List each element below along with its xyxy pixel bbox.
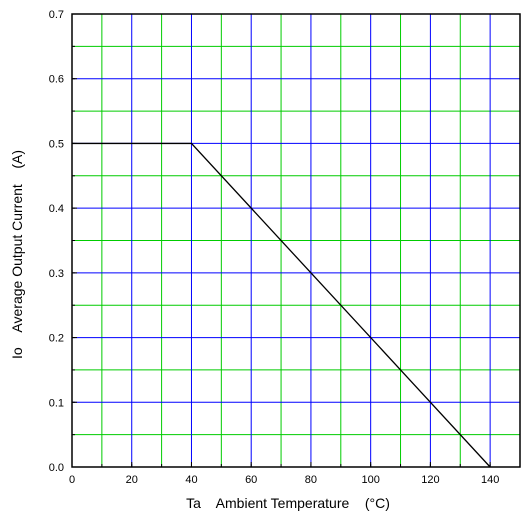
y-tick-label: 0.7 — [49, 9, 64, 21]
x-tick-label: 40 — [185, 474, 197, 486]
x-tick-label: 120 — [421, 474, 439, 486]
y-tick-label: 0.2 — [49, 333, 64, 345]
y-tick-label: 0.1 — [49, 397, 64, 409]
y-tick-label: 0.5 — [49, 138, 64, 150]
x-tick-label: 80 — [305, 474, 317, 486]
y-axis-ticks: 0.0 0.1 0.2 0.3 0.4 0.5 0.6 0.7 — [49, 9, 77, 474]
grid — [72, 14, 520, 467]
y-axis-label: Io Average Output Current (A) — [9, 150, 25, 359]
x-tick-label: 140 — [481, 474, 499, 486]
x-tick-label: 60 — [245, 474, 257, 486]
y-tick-label: 0.3 — [49, 268, 64, 280]
series-layer — [72, 142, 491, 468]
x-tick-label: 0 — [69, 474, 75, 486]
y-tick-label: 0.0 — [49, 462, 64, 474]
y-tick-label: 0.6 — [49, 74, 64, 86]
x-axis-label: Ta Ambient Temperature (°C) — [186, 495, 390, 511]
series-line — [72, 142, 491, 468]
x-axis-ticks: 0 20 40 60 80 100 120 140 — [69, 462, 499, 486]
x-tick-label: 100 — [361, 474, 379, 486]
x-tick-label: 20 — [126, 474, 138, 486]
y-tick-label: 0.4 — [49, 203, 64, 215]
